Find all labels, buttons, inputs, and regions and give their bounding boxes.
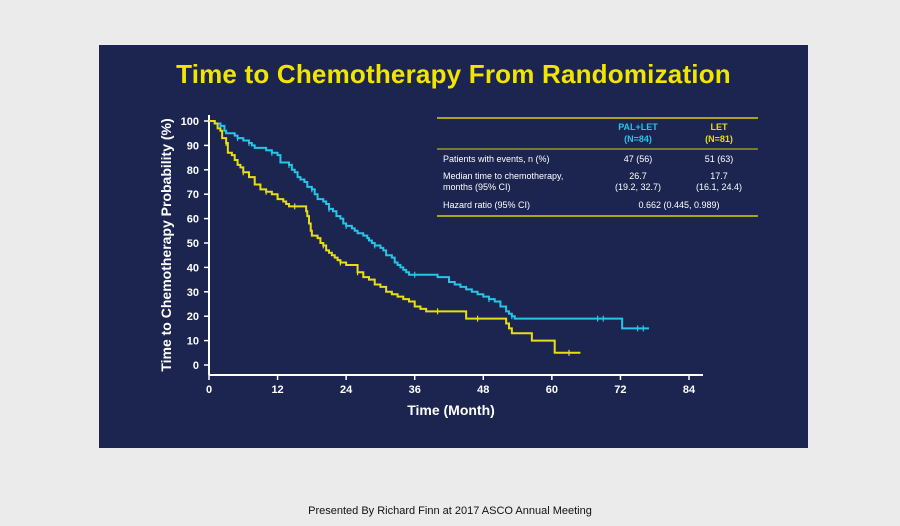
x-tick-label: 24 <box>340 384 353 396</box>
y-tick-label: 50 <box>187 238 199 250</box>
row-events-label: Patients with events, n (%) <box>443 154 550 164</box>
slide-panel: Time to Chemotherapy From Randomization … <box>99 45 808 448</box>
header-pal-let-name: PAL+LET <box>618 122 658 132</box>
x-tick-label: 0 <box>206 384 212 396</box>
row-median-label-2: months (95% CI) <box>443 182 511 192</box>
row-events-pal-let: 47 (56) <box>624 154 653 164</box>
row-median-pal-let-ci: (19.2, 32.7) <box>615 182 661 192</box>
row-median-label-1: Median time to chemotherapy, <box>443 171 563 181</box>
x-tick-label: 84 <box>683 384 696 396</box>
row-median-pal-let: 26.7 <box>629 171 647 181</box>
y-tick-label: 70 <box>187 189 199 201</box>
row-median-let: 17.7 <box>710 171 728 181</box>
series-line-pal-let <box>209 120 649 330</box>
header-pal-let-n: (N=84) <box>624 134 652 144</box>
x-tick-label: 12 <box>271 384 283 396</box>
header-let-n: (N=81) <box>705 134 733 144</box>
axis-ticks: 0 12 24 36 48 60 72 84 0 10 20 30 40 50 60 70 80 90 100 <box>181 116 696 396</box>
results-table: PAL+LET (N=84) LET (N=81) Patients with … <box>437 117 758 217</box>
y-tick-label: 0 <box>193 360 199 372</box>
chart-title: Time to Chemotherapy From Randomization <box>176 59 731 89</box>
y-tick-label: 80 <box>187 165 199 177</box>
y-tick-label: 40 <box>187 262 199 274</box>
presenter-footer: Presented By Richard Finn at 2017 ASCO A… <box>308 505 592 517</box>
series-line-let <box>209 120 581 354</box>
y-tick-label: 100 <box>181 116 199 128</box>
y-tick-label: 20 <box>187 311 199 323</box>
row-median-let-ci: (16.1, 24.4) <box>696 182 742 192</box>
x-axis-label: Time (Month) <box>407 402 495 418</box>
x-tick-label: 60 <box>546 384 558 396</box>
y-tick-label: 60 <box>187 214 199 226</box>
header-let-name: LET <box>711 122 729 132</box>
row-hazard-label: Hazard ratio (95% CI) <box>443 200 530 210</box>
y-tick-label: 90 <box>187 140 199 152</box>
x-tick-label: 72 <box>614 384 626 396</box>
x-tick-label: 48 <box>477 384 489 396</box>
y-tick-label: 10 <box>187 336 199 348</box>
row-events-let: 51 (63) <box>705 154 734 164</box>
series-group <box>209 120 649 356</box>
km-chart: Time to Chemotherapy Probability (%) Tim… <box>158 115 758 418</box>
y-tick-label: 30 <box>187 287 199 299</box>
y-axis-label: Time to Chemotherapy Probability (%) <box>158 118 174 371</box>
x-tick-label: 36 <box>409 384 421 396</box>
row-hazard-value: 0.662 (0.445, 0.989) <box>638 200 719 210</box>
